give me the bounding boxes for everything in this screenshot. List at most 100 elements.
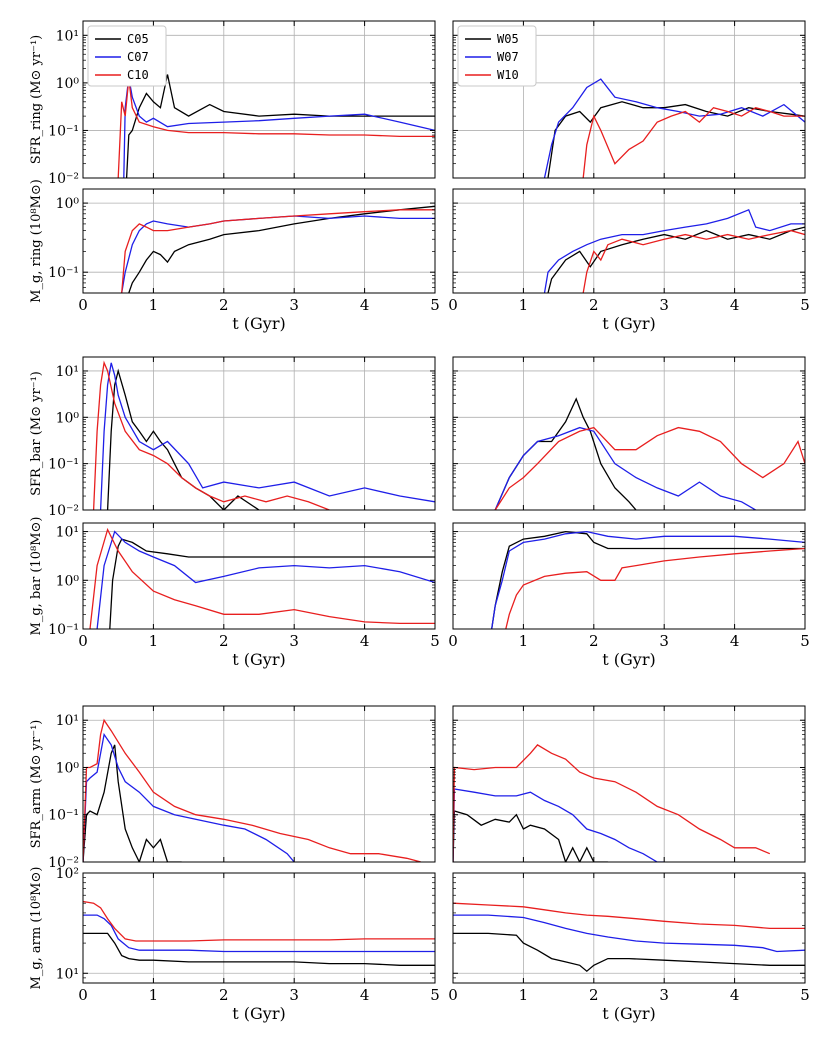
x-tick-label: 1 [519, 632, 529, 650]
x-tick-label: 5 [430, 296, 440, 314]
series-line-C10 [89, 527, 435, 629]
series-line-C10 [121, 209, 435, 293]
x-tick-label: 5 [430, 632, 440, 650]
series-line-W10 [505, 547, 805, 629]
series-line-C05 [83, 744, 182, 862]
x-axis-label: t (Gyr) [602, 1004, 655, 1023]
x-tick-label: 1 [519, 986, 529, 1004]
legend-label-C10: C10 [127, 68, 149, 82]
legend: W05 W07 W10 [457, 25, 537, 87]
axes-frame [452, 705, 806, 863]
series-line-C10 [83, 900, 435, 942]
x-axis-label: t (Gyr) [602, 650, 655, 669]
series-line-W05 [494, 397, 637, 510]
x-tick-label: 0 [448, 632, 458, 650]
y-tick-label: 10¹ [56, 28, 79, 44]
panel-sfr_bar_C: 10⁻² 10⁻¹ 10⁰ 10¹ SFR_bar (M⊙ yr⁻¹) [29, 356, 436, 519]
x-tick-label: 2 [589, 632, 599, 650]
y-tick-label: 10⁻¹ [48, 265, 79, 281]
x-tick-label: 2 [219, 296, 229, 314]
x-tick-label: 0 [448, 986, 458, 1004]
axes-frame [452, 522, 806, 630]
y-tick-label: 10⁻¹ [48, 622, 79, 638]
legend-label-C07: C07 [127, 50, 149, 64]
x-tick-label: 2 [589, 296, 599, 314]
y-axis-label: SFR_bar (M⊙ yr⁻¹) [29, 371, 44, 496]
axes-frame [452, 188, 806, 294]
x-tick-label: 3 [659, 632, 669, 650]
series-line-W07 [453, 914, 805, 953]
x-tick-label: 3 [289, 296, 299, 314]
x-axis-label: t (Gyr) [232, 314, 285, 333]
x-tick-label: 5 [800, 632, 810, 650]
panel-mg_ring_W: 0 1 2 3 4 5 t (Gyr) [448, 188, 810, 333]
axes-frame [82, 705, 436, 863]
y-tick-label: 10¹ [56, 525, 79, 541]
series-line-C05 [109, 538, 435, 629]
x-tick-label: 2 [219, 632, 229, 650]
series-line-W05 [547, 101, 805, 178]
y-tick-label: 10⁰ [56, 760, 80, 776]
y-axis-label: M_g, bar (10⁸M⊙) [29, 517, 44, 636]
series-line-C10 [92, 360, 330, 510]
y-tick-label: 10⁰ [56, 76, 80, 92]
x-tick-label: 3 [289, 986, 299, 1004]
x-tick-label: 2 [219, 986, 229, 1004]
axes-frame [82, 872, 436, 984]
legend-box [87, 25, 167, 87]
panel-mg_arm_W: 0 1 2 3 4 5 t (Gyr) [448, 872, 810, 1023]
series-line-C05 [83, 932, 435, 966]
x-tick-label: 0 [78, 986, 88, 1004]
axes-frame [82, 522, 436, 630]
x-tick-label: 4 [360, 632, 370, 650]
x-tick-label: 4 [730, 296, 740, 314]
series-line-C07 [83, 914, 435, 953]
panel-sfr_arm_W [452, 705, 806, 863]
series-line-W10 [453, 744, 771, 862]
legend-label-W10: W10 [497, 68, 519, 82]
axes-frame [82, 356, 436, 511]
x-tick-label: 4 [360, 986, 370, 1004]
panel-mg_bar_C: 0 1 2 3 4 5 10⁻¹ 10⁰ 10¹ t (Gyr) M_g, bar (10⁸M⊙) [29, 517, 440, 669]
x-tick-label: 5 [430, 986, 440, 1004]
y-tick-label: 10⁻² [48, 503, 79, 519]
series-line-W10 [494, 426, 805, 510]
series-line-C07 [96, 530, 435, 629]
y-tick-label: 10¹ [56, 364, 79, 380]
series-line-W07 [491, 530, 805, 629]
y-tick-label: 10⁻² [48, 171, 79, 187]
panel-sfr_bar_W [452, 356, 806, 511]
legend-box [457, 25, 537, 87]
x-tick-label: 4 [360, 296, 370, 314]
series-line-W07 [543, 78, 805, 178]
panel-sfr_ring_W: W05 W07 W10 [452, 20, 806, 179]
legend-label-W07: W07 [497, 50, 519, 64]
y-tick-label: 10⁰ [56, 196, 80, 212]
x-tick-label: 0 [78, 632, 88, 650]
x-tick-label: 4 [730, 632, 740, 650]
x-tick-label: 3 [289, 632, 299, 650]
y-axis-label: SFR_arm (M⊙ yr⁻¹) [29, 720, 44, 849]
axes-frame [452, 356, 806, 511]
series-line-C07 [83, 732, 295, 862]
series-line-W07 [494, 426, 757, 510]
y-tick-label: 10⁻² [48, 855, 79, 871]
panel-mg_bar_W: 0 1 2 3 4 5 t (Gyr) [448, 522, 810, 669]
panel-mg_ring_C: 0 1 2 3 4 5 10⁻¹ 10⁰ t (Gyr) M_g, ring (10⁸M⊙) [29, 179, 440, 333]
legend-label-C05: C05 [127, 32, 149, 46]
x-tick-label: 5 [800, 296, 810, 314]
series-line-W05 [453, 810, 608, 862]
axes-frame [82, 188, 436, 294]
axes-frame [452, 20, 806, 179]
series-line-W05 [491, 530, 805, 629]
series-line-C10 [83, 718, 422, 862]
series-line-W07 [453, 788, 665, 862]
panel-sfr_arm_C: 10⁻² 10⁻¹ 10⁰ 10¹ SFR_arm (M⊙ yr⁻¹) [29, 705, 436, 871]
y-axis-label: SFR_ring (M⊙ yr⁻¹) [29, 35, 44, 165]
axes-frame [82, 20, 436, 179]
axes-frame [452, 872, 806, 984]
series-line-W07 [543, 208, 805, 293]
y-tick-label: 10¹ [56, 966, 79, 982]
series-line-C07 [99, 362, 435, 510]
